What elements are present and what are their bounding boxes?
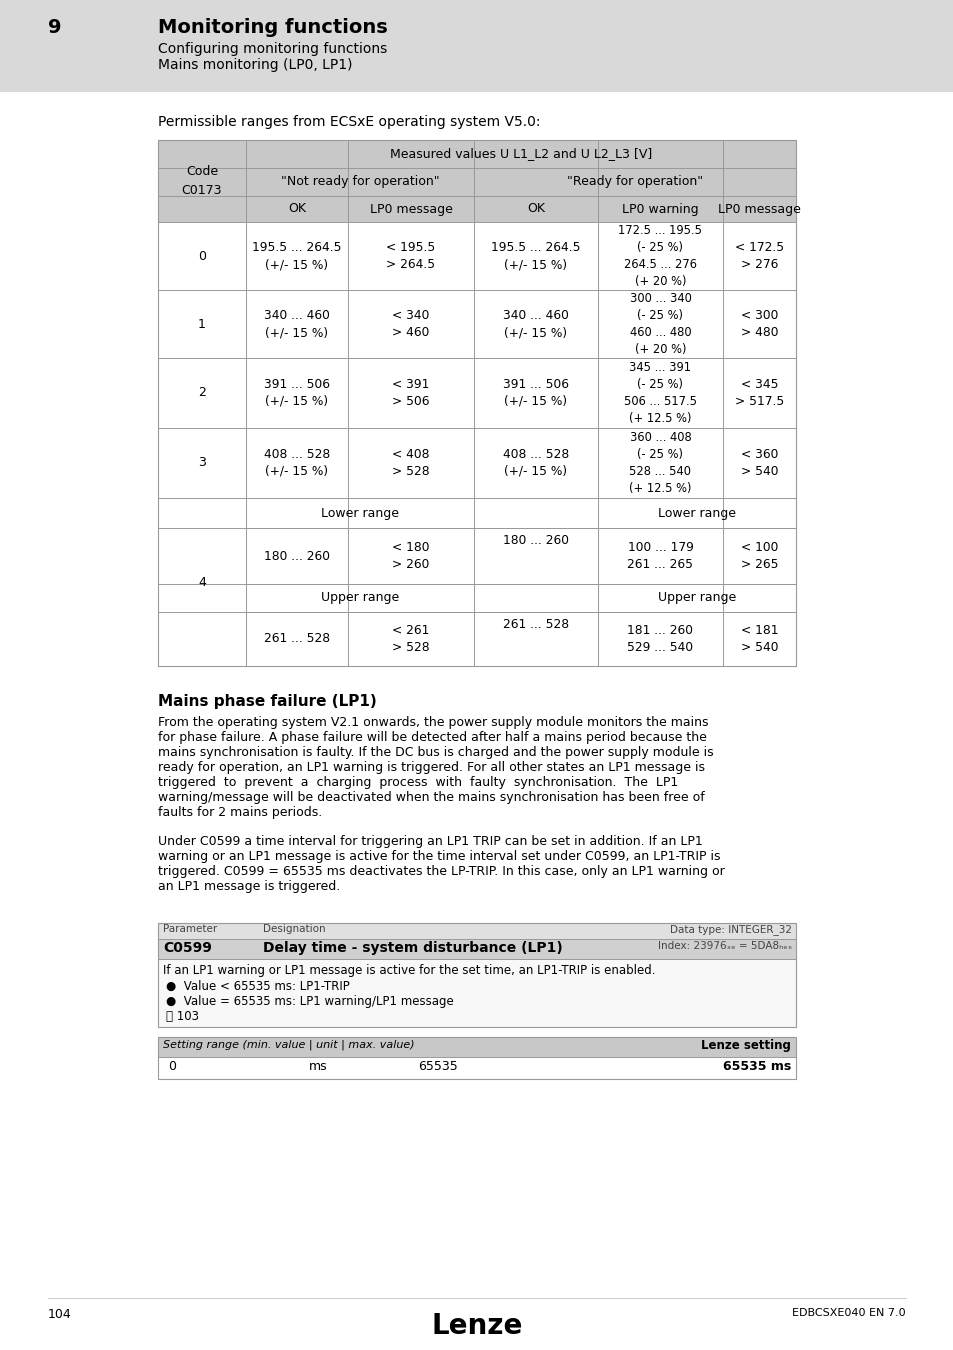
Text: C0599: C0599 — [163, 941, 212, 954]
Text: 65535: 65535 — [417, 1060, 457, 1073]
Text: mains synchronisation is faulty. If the DC bus is charged and the power supply m: mains synchronisation is faulty. If the … — [158, 747, 713, 759]
Text: Lower range: Lower range — [320, 506, 398, 520]
Text: LP0 message: LP0 message — [718, 202, 801, 216]
Text: Lenze: Lenze — [431, 1312, 522, 1341]
Bar — [158, 140, 795, 167]
Text: 180 ... 260: 180 ... 260 — [264, 549, 330, 563]
Text: 2: 2 — [198, 386, 206, 400]
Text: EDBCSXE040 EN 7.0: EDBCSXE040 EN 7.0 — [792, 1308, 905, 1318]
Text: Mains phase failure (LP1): Mains phase failure (LP1) — [158, 694, 376, 709]
Text: ready for operation, an LP1 warning is triggered. For all other states an LP1 me: ready for operation, an LP1 warning is t… — [158, 761, 704, 774]
Text: warning/message will be deactivated when the mains synchronisation has been free: warning/message will be deactivated when… — [158, 791, 704, 805]
Text: Parameter: Parameter — [163, 923, 217, 934]
Text: < 172.5
> 276: < 172.5 > 276 — [734, 242, 783, 271]
Text: ●  Value < 65535 ms: LP1-TRIP: ● Value < 65535 ms: LP1-TRIP — [166, 980, 350, 994]
Text: 345 ... 391
(- 25 %)
506 ... 517.5
(+ 12.5 %): 345 ... 391 (- 25 %) 506 ... 517.5 (+ 12… — [623, 360, 697, 425]
Bar — [158, 923, 795, 1027]
Bar — [158, 1057, 795, 1079]
Text: Under C0599 a time interval for triggering an LP1 TRIP can be set in addition. I: Under C0599 a time interval for triggeri… — [158, 836, 702, 848]
Bar — [158, 1037, 795, 1079]
Bar — [158, 140, 795, 666]
Text: < 391
> 506: < 391 > 506 — [392, 378, 429, 408]
Text: < 408
> 528: < 408 > 528 — [392, 448, 430, 478]
Text: < 180
> 260: < 180 > 260 — [392, 541, 429, 571]
Text: 340 ... 460
(+/- 15 %): 340 ... 460 (+/- 15 %) — [502, 309, 568, 339]
Text: ms: ms — [309, 1060, 327, 1073]
Text: "Ready for operation": "Ready for operation" — [566, 176, 702, 189]
Text: faults for 2 mains periods.: faults for 2 mains periods. — [158, 806, 322, 819]
Text: Designation: Designation — [263, 923, 325, 934]
Text: If an LP1 warning or LP1 message is active for the set time, an LP1-TRIP is enab: If an LP1 warning or LP1 message is acti… — [163, 964, 655, 977]
Text: < 345
> 517.5: < 345 > 517.5 — [734, 378, 783, 408]
Text: < 195.5
> 264.5: < 195.5 > 264.5 — [386, 242, 436, 271]
Text: Permissible ranges from ECSxE operating system V5.0:: Permissible ranges from ECSxE operating … — [158, 115, 540, 130]
Text: ●  Value = 65535 ms: LP1 warning/LP1 message: ● Value = 65535 ms: LP1 warning/LP1 mess… — [166, 995, 454, 1008]
Text: From the operating system V2.1 onwards, the power supply module monitors the mai: From the operating system V2.1 onwards, … — [158, 716, 708, 729]
Text: 408 ... 528
(+/- 15 %): 408 ... 528 (+/- 15 %) — [264, 448, 330, 478]
Text: 3: 3 — [198, 456, 206, 470]
Text: ⬜ 103: ⬜ 103 — [166, 1010, 199, 1023]
Bar — [158, 923, 795, 940]
Text: an LP1 message is triggered.: an LP1 message is triggered. — [158, 880, 340, 892]
Bar — [0, 0, 953, 92]
Text: Data type: INTEGER_32: Data type: INTEGER_32 — [669, 923, 791, 936]
Text: Monitoring functions: Monitoring functions — [158, 18, 387, 36]
Text: < 300
> 480: < 300 > 480 — [740, 309, 778, 339]
Text: 360 ... 408
(- 25 %)
528 ... 540
(+ 12.5 %): 360 ... 408 (- 25 %) 528 ... 540 (+ 12.5… — [629, 431, 691, 495]
Text: 408 ... 528
(+/- 15 %): 408 ... 528 (+/- 15 %) — [502, 448, 569, 478]
Text: 261 ... 528: 261 ... 528 — [502, 618, 569, 632]
Text: 261 ... 528: 261 ... 528 — [264, 633, 330, 645]
Text: Index: 23976ₓₑ⁣ = 5DA8ₕₑₓ: Index: 23976ₓₑ⁣ = 5DA8ₕₑₓ — [657, 941, 791, 950]
Bar — [158, 196, 795, 221]
Text: 4: 4 — [198, 575, 206, 589]
Text: OK: OK — [288, 202, 306, 216]
Text: 195.5 ... 264.5
(+/- 15 %): 195.5 ... 264.5 (+/- 15 %) — [491, 242, 580, 271]
Text: triggered  to  prevent  a  charging  process  with  faulty  synchronisation.  Th: triggered to prevent a charging process … — [158, 776, 678, 788]
Text: 65535 ms: 65535 ms — [722, 1060, 790, 1073]
Text: warning or an LP1 message is active for the time interval set under C0599, an LP: warning or an LP1 message is active for … — [158, 850, 720, 863]
Text: < 181
> 540: < 181 > 540 — [740, 624, 778, 653]
Text: Lower range: Lower range — [658, 506, 735, 520]
Text: Mains monitoring (LP0, LP1): Mains monitoring (LP0, LP1) — [158, 58, 352, 72]
Text: Upper range: Upper range — [320, 591, 398, 605]
Text: 181 ... 260
529 ... 540: 181 ... 260 529 ... 540 — [627, 624, 693, 653]
Text: for phase failure. A phase failure will be detected after half a mains period be: for phase failure. A phase failure will … — [158, 730, 706, 744]
Text: 195.5 ... 264.5
(+/- 15 %): 195.5 ... 264.5 (+/- 15 %) — [252, 242, 341, 271]
Text: 0: 0 — [168, 1060, 175, 1073]
Bar — [158, 140, 246, 221]
Text: Delay time - system disturbance (LP1): Delay time - system disturbance (LP1) — [263, 941, 562, 954]
Text: < 360
> 540: < 360 > 540 — [740, 448, 778, 478]
Text: 391 ... 506
(+/- 15 %): 391 ... 506 (+/- 15 %) — [502, 378, 568, 408]
Text: Upper range: Upper range — [658, 591, 736, 605]
Bar — [158, 940, 795, 958]
Text: 172.5 ... 195.5
(- 25 %)
264.5 ... 276
(+ 20 %): 172.5 ... 195.5 (- 25 %) 264.5 ... 276 (… — [618, 224, 701, 288]
Text: 391 ... 506
(+/- 15 %): 391 ... 506 (+/- 15 %) — [264, 378, 330, 408]
Text: Code
C0173: Code C0173 — [182, 165, 222, 197]
Text: triggered. C0599 = 65535 ms deactivates the LP-TRIP. In this case, only an LP1 w: triggered. C0599 = 65535 ms deactivates … — [158, 865, 724, 878]
Text: 9: 9 — [48, 18, 61, 36]
Text: Setting range (min. value | unit | max. value): Setting range (min. value | unit | max. … — [163, 1040, 415, 1049]
Bar — [158, 958, 795, 1027]
Text: LP0 warning: LP0 warning — [621, 202, 699, 216]
Text: < 340
> 460: < 340 > 460 — [392, 309, 429, 339]
Bar — [158, 1037, 795, 1057]
Text: "Not ready for operation": "Not ready for operation" — [280, 176, 438, 189]
Text: Lenze setting: Lenze setting — [700, 1040, 790, 1052]
Text: 0: 0 — [198, 250, 206, 262]
Text: < 261
> 528: < 261 > 528 — [392, 624, 430, 653]
Text: < 100
> 265: < 100 > 265 — [740, 541, 778, 571]
Text: Measured values U L1_L2 and U L2_L3 [V]: Measured values U L1_L2 and U L2_L3 [V] — [390, 147, 652, 161]
Text: 340 ... 460
(+/- 15 %): 340 ... 460 (+/- 15 %) — [264, 309, 330, 339]
Text: 104: 104 — [48, 1308, 71, 1322]
Text: 100 ... 179
261 ... 265: 100 ... 179 261 ... 265 — [627, 541, 693, 571]
Text: 1: 1 — [198, 317, 206, 331]
Text: LP0 message: LP0 message — [369, 202, 452, 216]
Text: OK: OK — [526, 202, 544, 216]
Bar — [158, 167, 795, 196]
Text: 180 ... 260: 180 ... 260 — [502, 535, 568, 548]
Text: 300 ... 340
(- 25 %)
460 ... 480
(+ 20 %): 300 ... 340 (- 25 %) 460 ... 480 (+ 20 %… — [629, 292, 691, 356]
Text: Configuring monitoring functions: Configuring monitoring functions — [158, 42, 387, 55]
